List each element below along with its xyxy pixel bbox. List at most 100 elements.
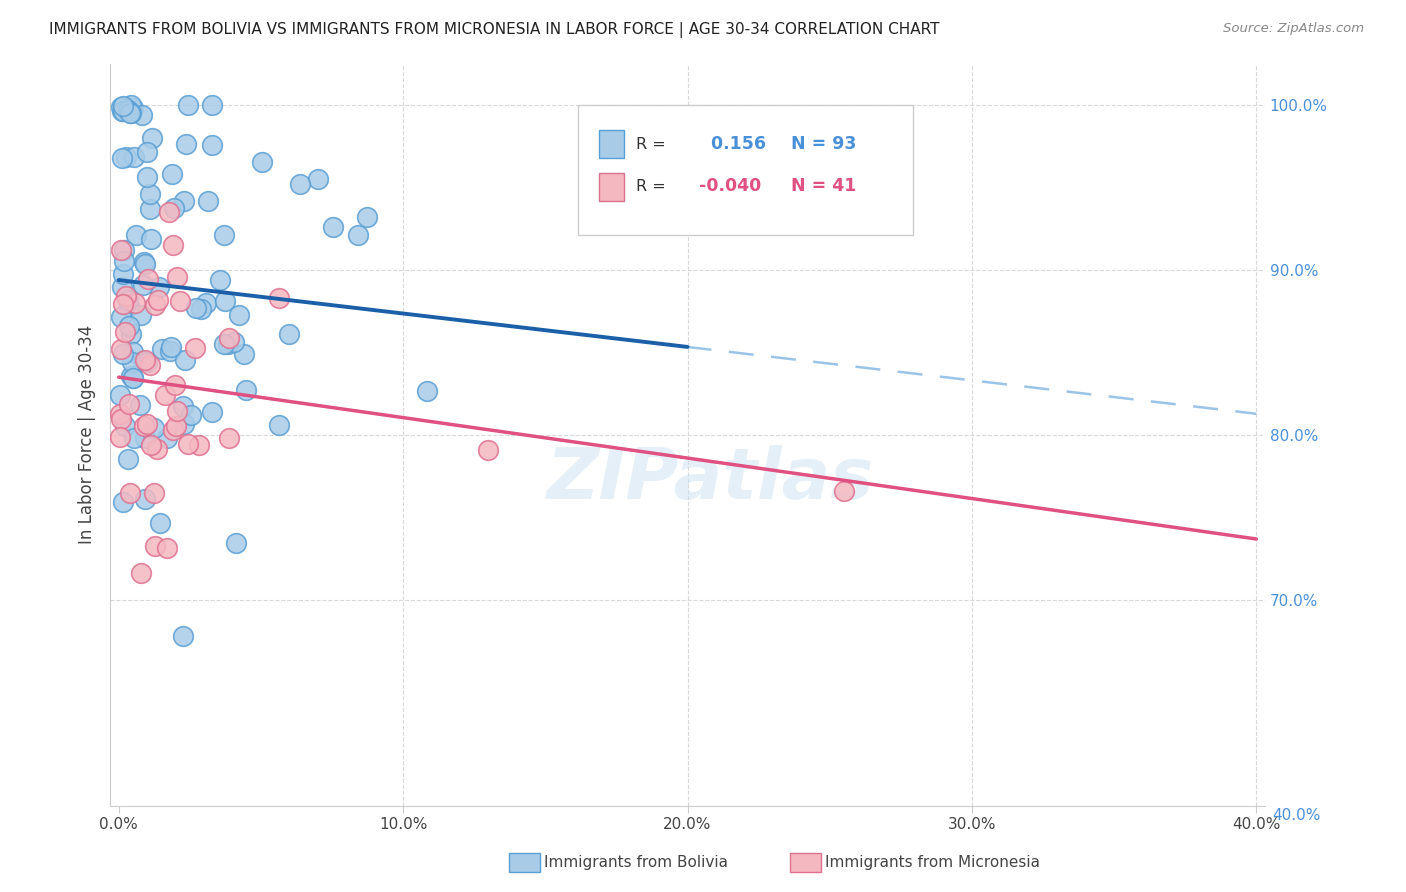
Point [356, 210, 378, 224]
Point [184, 301, 207, 315]
Point [160, 167, 183, 181]
Point [250, 154, 273, 169]
Point [112, 243, 135, 257]
Point [212, 336, 235, 351]
Point [135, 169, 157, 184]
Point [159, 344, 181, 359]
Point [136, 271, 159, 285]
Point [134, 255, 156, 269]
Bar [599, 130, 624, 158]
Point [117, 103, 139, 117]
Point [112, 347, 135, 361]
Point [110, 100, 132, 114]
Point [132, 278, 155, 293]
Point [143, 539, 166, 553]
Bar [599, 173, 624, 202]
Point [111, 151, 134, 165]
Point [477, 442, 499, 457]
Point [153, 388, 176, 402]
Point [177, 437, 200, 451]
FancyBboxPatch shape [578, 105, 912, 235]
Point [156, 431, 179, 445]
Point [169, 293, 191, 308]
Point [148, 280, 170, 294]
Point [121, 355, 143, 369]
Point [180, 409, 202, 423]
Point [212, 227, 235, 242]
Text: Immigrants from Micronesia: Immigrants from Micronesia [825, 855, 1040, 870]
Point [233, 347, 256, 361]
Point [111, 297, 134, 311]
Text: Immigrants from Bolivia: Immigrants from Bolivia [544, 855, 728, 870]
Point [150, 343, 173, 357]
Point [118, 397, 141, 411]
Point [120, 98, 142, 112]
Point [156, 541, 179, 555]
Point [117, 451, 139, 466]
Text: N = 93: N = 93 [792, 136, 856, 153]
Point [217, 336, 239, 351]
Point [162, 423, 184, 437]
Point [160, 340, 183, 354]
Point [120, 327, 142, 342]
Text: R =: R = [636, 179, 665, 194]
Point [139, 186, 162, 201]
Point [267, 417, 290, 432]
Point [115, 150, 138, 164]
Point [129, 398, 152, 412]
Point [110, 342, 132, 356]
Point [124, 295, 146, 310]
Point [111, 495, 134, 509]
Point [307, 172, 329, 186]
Point [110, 411, 132, 425]
Point [108, 388, 131, 402]
Point [139, 202, 162, 216]
Point [177, 98, 200, 112]
Point [225, 536, 247, 550]
Point [136, 355, 159, 369]
Point [166, 404, 188, 418]
Point [142, 421, 165, 435]
Text: N = 41: N = 41 [792, 178, 856, 195]
Point [173, 194, 195, 209]
Point [142, 485, 165, 500]
Point [166, 270, 188, 285]
Point [114, 325, 136, 339]
Point [122, 370, 145, 384]
Point [832, 483, 855, 498]
Point [165, 419, 187, 434]
Point [118, 485, 141, 500]
Point [218, 431, 240, 445]
Point [112, 98, 135, 112]
Point [118, 319, 141, 334]
Point [141, 131, 163, 145]
Point [201, 138, 224, 153]
Point [117, 293, 139, 308]
Point [195, 296, 218, 310]
Point [139, 438, 162, 452]
Point [200, 405, 222, 419]
Point [288, 177, 311, 191]
Point [114, 289, 136, 303]
Point [111, 104, 134, 119]
Point [218, 331, 240, 345]
Point [149, 516, 172, 530]
Point [118, 299, 141, 313]
Point [235, 383, 257, 397]
Point [416, 384, 439, 398]
Point [114, 419, 136, 434]
Point [197, 194, 219, 209]
Text: 40.0%: 40.0% [1272, 808, 1320, 823]
Point [148, 293, 170, 308]
Point [188, 437, 211, 451]
Point [138, 358, 160, 372]
Point [173, 417, 195, 431]
Point [124, 227, 146, 242]
Point [132, 354, 155, 368]
Text: ZIPatlas: ZIPatlas [547, 445, 875, 514]
Point [228, 309, 250, 323]
Point [108, 407, 131, 421]
Point [174, 136, 197, 151]
Point [110, 243, 132, 257]
Point [267, 292, 290, 306]
